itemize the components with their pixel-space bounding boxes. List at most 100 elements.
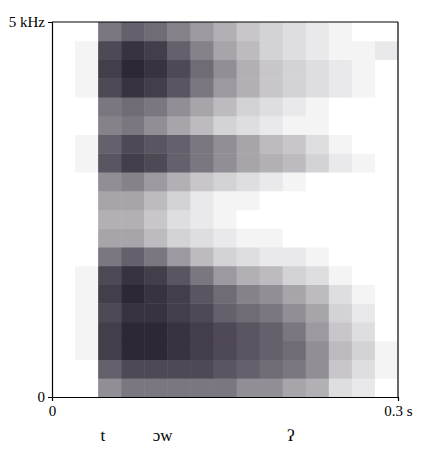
cell (190, 341, 214, 360)
cell (237, 360, 261, 379)
cell (167, 228, 191, 247)
cell (237, 247, 261, 266)
segment-label: ɔw (153, 426, 174, 445)
segment-label: t (100, 426, 105, 445)
cell (329, 360, 353, 379)
y-axis: 05 kHz (9, 14, 53, 405)
cell (144, 22, 168, 41)
cell (75, 303, 99, 322)
cell (121, 378, 145, 397)
cell (213, 266, 237, 285)
cell (329, 41, 353, 60)
cell (52, 303, 76, 322)
tick: 0 (49, 397, 57, 419)
cell (260, 247, 284, 266)
cell (121, 322, 145, 341)
cell (213, 153, 237, 172)
cell (75, 341, 99, 360)
cell (237, 78, 261, 97)
cell (237, 135, 261, 154)
cell (190, 97, 214, 116)
cell (352, 285, 376, 304)
cell (144, 78, 168, 97)
cell (352, 153, 376, 172)
cell (75, 360, 99, 379)
cell (306, 22, 330, 41)
tick-mark (398, 397, 399, 401)
tick: 5 kHz (9, 14, 52, 30)
cell (237, 210, 261, 229)
cell (121, 97, 145, 116)
cell (237, 303, 261, 322)
cell (98, 191, 122, 210)
cell (306, 97, 330, 116)
cell (144, 172, 168, 191)
cell (237, 116, 261, 135)
cell (237, 228, 261, 247)
cell (121, 266, 145, 285)
cell (52, 228, 76, 247)
cell (213, 135, 237, 154)
cell (375, 341, 398, 360)
cell (75, 153, 99, 172)
cell (375, 303, 398, 322)
cell (121, 360, 145, 379)
cell (190, 378, 214, 397)
cell (213, 116, 237, 135)
cell (98, 41, 122, 60)
cell (213, 378, 237, 397)
cell (213, 172, 237, 191)
cell (352, 266, 376, 285)
x-axis: 00.3 s (49, 397, 413, 419)
cell (98, 228, 122, 247)
cell (260, 360, 284, 379)
cell (52, 322, 76, 341)
cell (98, 153, 122, 172)
cell (352, 247, 376, 266)
cell (167, 341, 191, 360)
cell (190, 266, 214, 285)
cell (144, 341, 168, 360)
cell (167, 322, 191, 341)
cell (237, 191, 261, 210)
frame-right (397, 22, 398, 397)
cell (283, 378, 307, 397)
cell (144, 210, 168, 229)
cell (283, 285, 307, 304)
cell (375, 378, 398, 397)
cell (260, 97, 284, 116)
cell (306, 322, 330, 341)
cell (98, 303, 122, 322)
cell (283, 41, 307, 60)
cell (329, 97, 353, 116)
cell (306, 78, 330, 97)
cell (306, 153, 330, 172)
tick-mark (48, 397, 52, 398)
cell (329, 22, 353, 41)
cell (375, 22, 398, 41)
cell (75, 191, 99, 210)
cell (52, 210, 76, 229)
cell (190, 78, 214, 97)
cell (329, 341, 353, 360)
cell (352, 78, 376, 97)
cell (329, 247, 353, 266)
cell (190, 360, 214, 379)
cell (98, 210, 122, 229)
cell (190, 303, 214, 322)
cell (52, 172, 76, 191)
cell (144, 41, 168, 60)
cell (121, 22, 145, 41)
cell (190, 210, 214, 229)
cell (167, 210, 191, 229)
cell (121, 303, 145, 322)
cell (121, 191, 145, 210)
cell (167, 135, 191, 154)
cell (329, 378, 353, 397)
cell (237, 97, 261, 116)
cell (375, 210, 398, 229)
cell (283, 135, 307, 154)
cell (306, 303, 330, 322)
cell (144, 303, 168, 322)
cell (260, 285, 284, 304)
